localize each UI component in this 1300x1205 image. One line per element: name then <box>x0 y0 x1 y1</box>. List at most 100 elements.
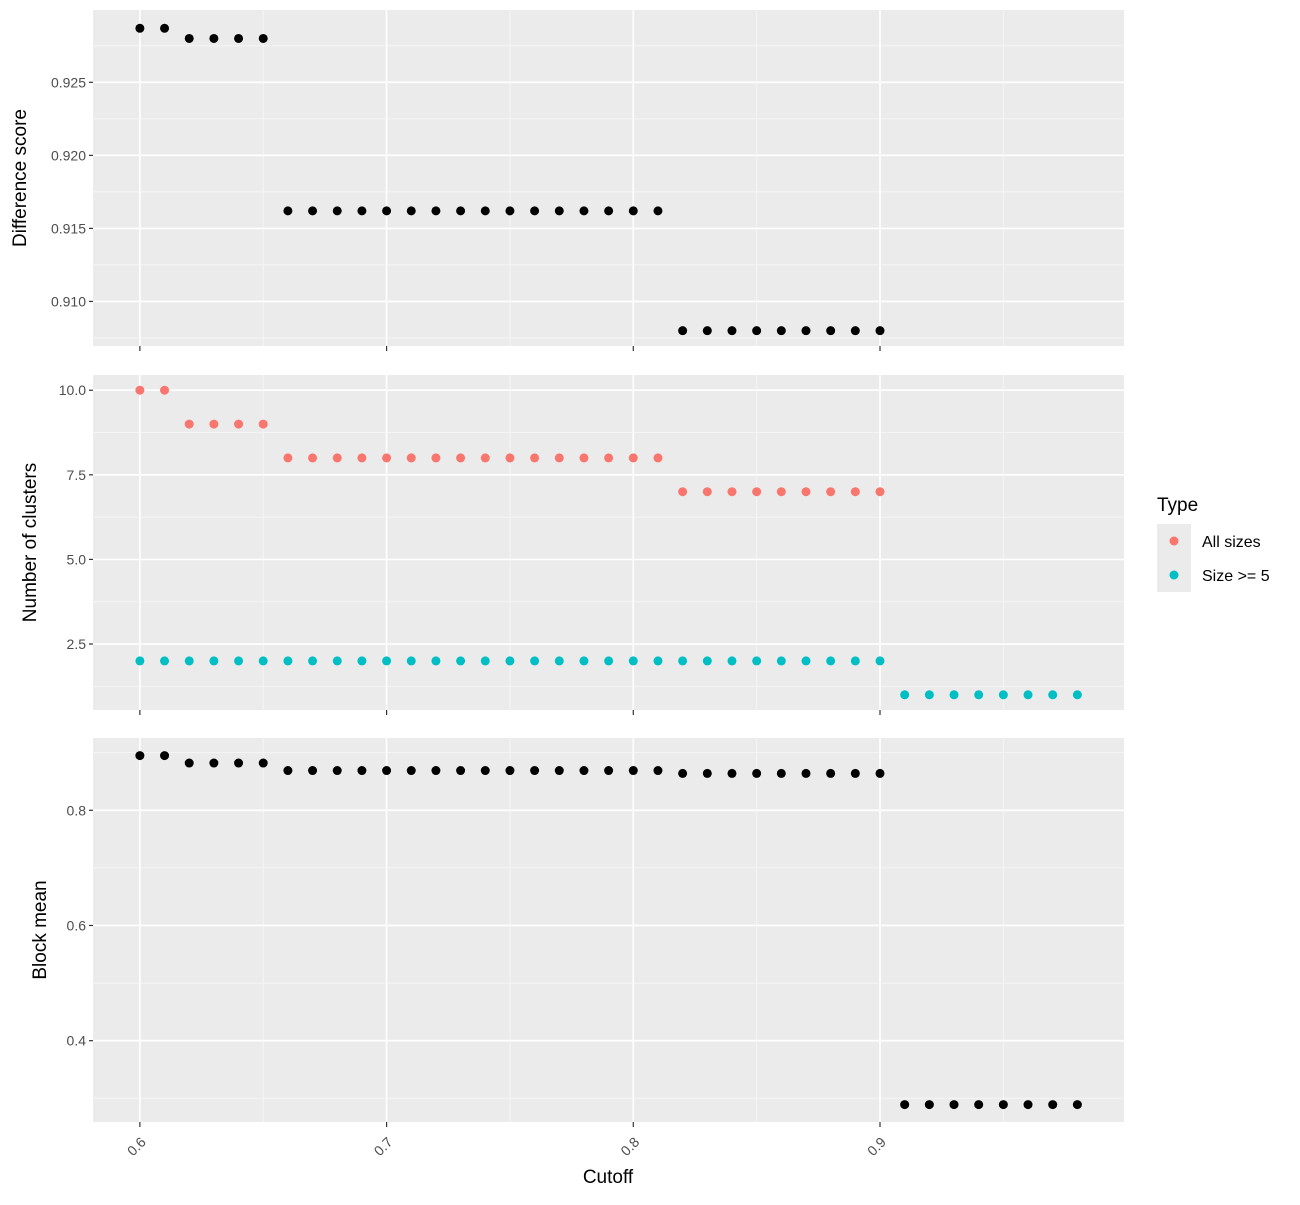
data-point <box>1023 690 1033 700</box>
data-point <box>678 487 688 497</box>
data-point <box>653 766 663 776</box>
x-tick-label: 0.8 <box>617 1134 642 1159</box>
data-point <box>258 419 268 429</box>
data-point <box>678 656 688 666</box>
y-tick-label: 0.4 <box>67 1033 87 1049</box>
data-point <box>456 656 466 666</box>
data-point <box>160 23 170 33</box>
y-tick-label: 0.925 <box>51 74 86 90</box>
data-point <box>875 326 885 336</box>
x-axis-title: Cutoff <box>583 1167 634 1188</box>
data-point <box>900 690 910 700</box>
data-point <box>135 23 145 33</box>
data-point <box>628 206 638 216</box>
data-point <box>209 33 219 43</box>
data-point <box>184 419 194 429</box>
y-tick-label: 10.0 <box>59 382 86 398</box>
data-point <box>579 453 589 463</box>
data-point <box>554 766 564 776</box>
data-point <box>308 656 318 666</box>
data-point <box>505 453 515 463</box>
y-tick-label: 0.910 <box>51 293 86 309</box>
data-point <box>505 766 515 776</box>
data-point <box>1023 1100 1033 1110</box>
legend-key-all-sizes <box>1169 536 1179 546</box>
data-point <box>826 326 836 336</box>
data-point <box>678 768 688 778</box>
data-point <box>1072 690 1082 700</box>
data-point <box>850 487 860 497</box>
data-point <box>308 453 318 463</box>
data-point <box>184 33 194 43</box>
data-point <box>579 206 589 216</box>
data-point <box>875 656 885 666</box>
data-point <box>776 656 786 666</box>
y-tick-label: 0.6 <box>67 917 87 933</box>
panel-background <box>93 10 1124 346</box>
data-point <box>382 206 392 216</box>
data-point <box>431 453 441 463</box>
data-point <box>332 206 342 216</box>
data-point <box>1048 1100 1058 1110</box>
data-point <box>135 385 145 395</box>
data-point <box>949 690 959 700</box>
data-point <box>382 656 392 666</box>
data-point <box>801 326 811 336</box>
panel-3: 0.4 0.6 0.8 0.6 0.7 0.8 0.9 Block mean <box>30 738 1124 1159</box>
data-point <box>752 326 762 336</box>
data-point <box>406 766 416 776</box>
data-point <box>332 453 342 463</box>
data-point <box>431 206 441 216</box>
y-tick-label: 2.5 <box>67 636 87 652</box>
panel-background <box>93 738 1124 1122</box>
data-point <box>628 453 638 463</box>
data-point <box>480 453 490 463</box>
data-point <box>505 656 515 666</box>
data-point <box>431 656 441 666</box>
data-point <box>604 453 614 463</box>
series-1 <box>135 751 1082 1110</box>
series-1 <box>135 23 885 336</box>
x-tick-label: 0.9 <box>864 1134 889 1159</box>
data-point <box>332 656 342 666</box>
legend: Type All sizes Size >= 5 <box>1157 495 1270 592</box>
data-point <box>678 326 688 336</box>
data-point <box>801 768 811 778</box>
data-point <box>357 656 367 666</box>
data-point <box>530 656 540 666</box>
data-point <box>234 33 244 43</box>
data-point <box>826 656 836 666</box>
data-point <box>234 419 244 429</box>
panel-2: 2.5 5.0 7.5 10.0 Number of clusters <box>20 375 1124 715</box>
y-tick-label: 0.920 <box>51 147 86 163</box>
data-point <box>998 690 1008 700</box>
data-point <box>135 656 145 666</box>
data-point <box>924 690 934 700</box>
data-point <box>480 206 490 216</box>
data-point <box>974 1100 984 1110</box>
data-point <box>209 758 219 768</box>
data-point <box>727 326 737 336</box>
data-point <box>234 758 244 768</box>
panels-layer: 0.910 0.915 0.920 0.925 Difference score 2.5 5… <box>10 10 1124 1159</box>
data-point <box>554 206 564 216</box>
data-point <box>974 690 984 700</box>
data-point <box>505 206 515 216</box>
y-tick-label: 0.8 <box>67 802 87 818</box>
data-point <box>1048 690 1058 700</box>
data-point <box>702 768 712 778</box>
data-point <box>234 656 244 666</box>
x-tick-label: 0.7 <box>371 1134 396 1159</box>
data-point <box>924 1100 934 1110</box>
data-point <box>875 487 885 497</box>
data-point <box>308 206 318 216</box>
data-point <box>554 656 564 666</box>
data-point <box>776 326 786 336</box>
data-point <box>209 656 219 666</box>
data-point <box>628 656 638 666</box>
data-point <box>653 453 663 463</box>
data-point <box>283 656 293 666</box>
data-point <box>283 206 293 216</box>
